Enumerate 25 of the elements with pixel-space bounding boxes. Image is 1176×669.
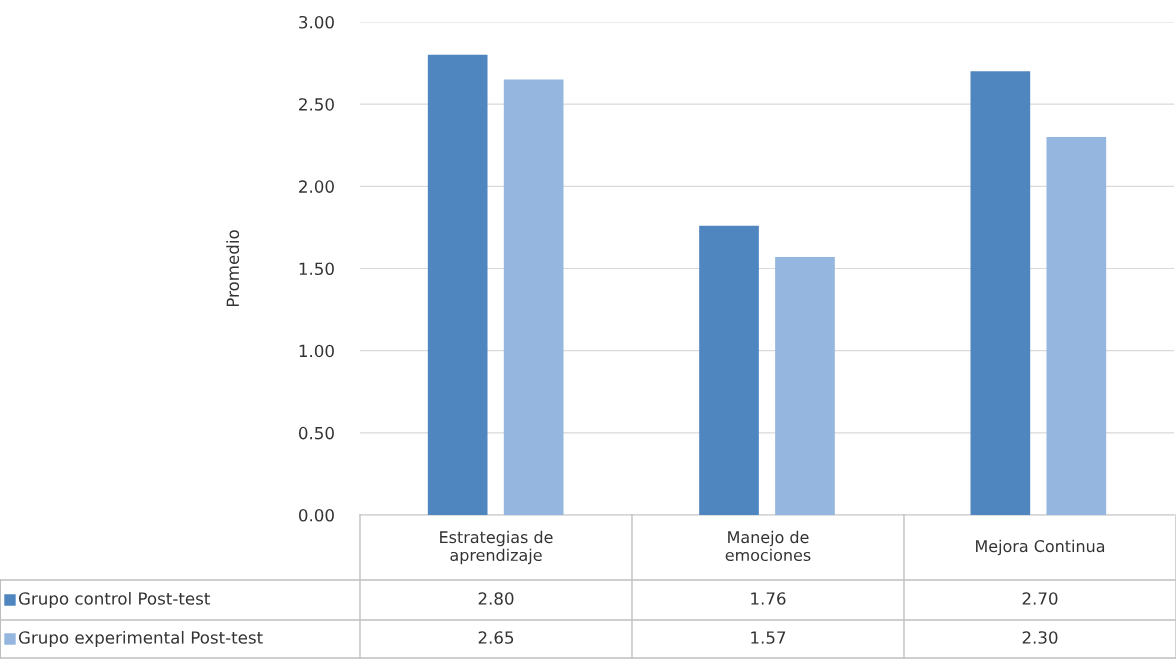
data-label: 2.80 <box>478 592 514 605</box>
y-tick-label: 3.00 <box>299 15 334 29</box>
x-tick-label: Mejora Continua <box>976 539 1105 556</box>
bar <box>970 71 1031 515</box>
data-label: 2.70 <box>1022 592 1058 605</box>
y-tick-label: 0.50 <box>298 426 334 440</box>
legend-label: Grupo control Post-test <box>18 591 210 609</box>
y-tick-label: 1.00 <box>299 344 334 358</box>
y-tick-label: 0.00 <box>298 508 334 522</box>
legend-label: Grupo experimental Post-test <box>18 630 263 648</box>
data-label: 1.76 <box>751 592 786 605</box>
bar <box>503 79 564 515</box>
bar <box>1046 137 1107 515</box>
bar <box>699 225 759 515</box>
y-tick-label: 1.50 <box>299 262 334 276</box>
data-label: 2.30 <box>1022 631 1058 644</box>
y-tick-label: 2.50 <box>299 98 334 111</box>
x-tick-label: Manejo de emociones <box>725 530 811 562</box>
bar <box>775 257 835 515</box>
data-label: 2.65 <box>478 631 514 644</box>
y-tick-label: 2.00 <box>299 180 334 193</box>
y-axis-title: Promedio <box>226 230 240 307</box>
bar <box>427 54 488 515</box>
data-label: 1.57 <box>751 631 786 644</box>
x-tick-label: Estrategias de aprendizaje <box>440 530 553 565</box>
